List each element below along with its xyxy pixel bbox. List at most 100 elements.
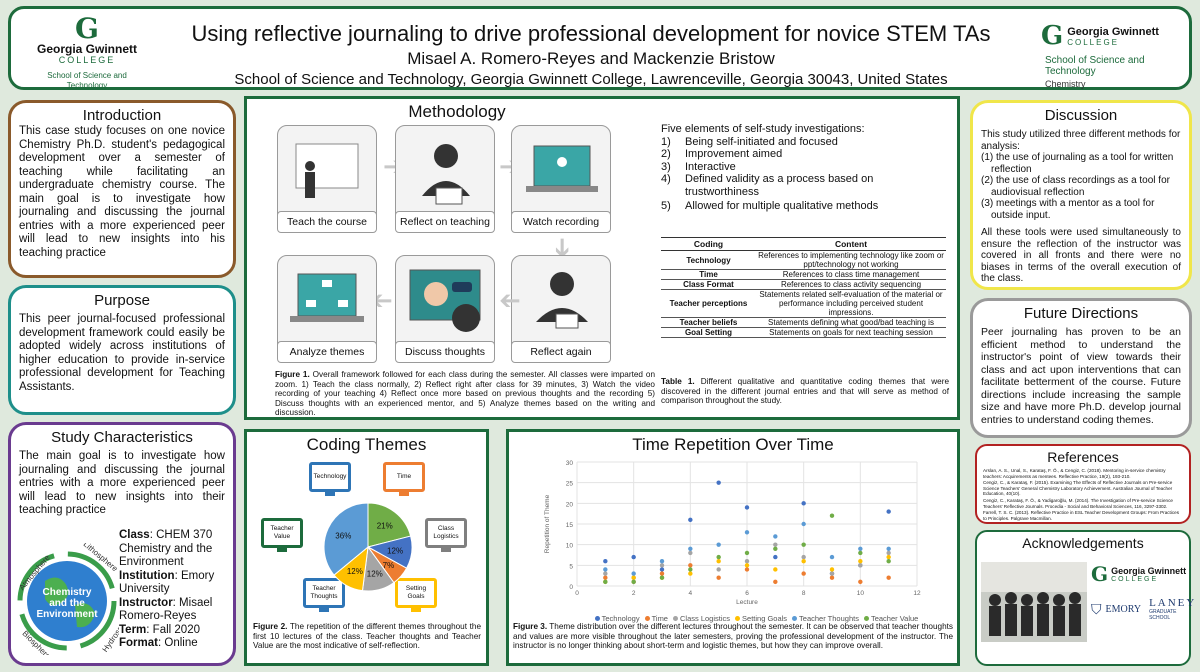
scatter-point [886,550,891,556]
scatter-point [829,554,835,560]
theme-setting-goals-icon: Setting Goals [395,578,437,612]
scatter-point [829,575,835,580]
pie-slice-label: 36% [335,531,351,540]
scatter-point [744,563,750,568]
laptop-network-icon [290,273,364,322]
y-tick-label: 10 [566,543,574,550]
scatter-point [801,521,806,527]
scatter-point [659,571,665,576]
pie-slice-label: 7% [383,561,395,570]
discussion-item: (1) the use of journaling as a tool for … [981,152,1174,175]
scatter-legend: Technology Time Class Logistics Setting Goa… [589,608,929,626]
watch-panel-illustration [511,125,611,225]
legend-label: Teacher Value [870,614,919,623]
scatter-point [744,567,750,572]
ack-ggc-college: COLLEGE [1111,575,1159,583]
scatter-point [688,546,693,551]
ack-emory: EMORY [1105,603,1142,615]
discuss-panel-illustration [395,255,495,355]
ack-ggc-name: Georgia Gwinnett [1111,565,1187,576]
ggc-g-icon: G [1041,21,1064,51]
table1-caption: Table 1. Different qualitative and quant… [661,377,949,406]
figure2-caption: Figure 2. The repetition of the differen… [253,622,482,651]
y-tick-label: 25 [566,481,574,488]
legend-entry: Teacher Value [863,614,919,623]
table-header-coding: Coding [661,237,756,251]
step-teach-label: Teach the course [277,211,377,233]
table-header-content: Content [756,237,946,251]
legend-label: Setting Goals [742,614,788,623]
globe-center-line2: and the [49,598,85,609]
scatter-point [716,559,721,564]
references-title: References [1047,449,1119,465]
step-discuss-label: Discuss thoughts [395,341,495,363]
study-field-term: Term: Fall 2020 [119,623,200,636]
study-characteristics-section: Study Characteristics The main goal is t… [8,422,236,666]
pie-slice-label: 12% [367,569,383,578]
scatter-point [858,550,863,556]
scatter-point [801,542,806,547]
scatter-point [659,559,665,564]
logo-left-name: Georgia Gwinnett [36,42,137,56]
five-elements-title: Five elements of self-study investigatio… [661,123,865,135]
scatter-point [829,513,835,518]
scatter-point [801,554,806,560]
pie-slice-label: 12% [387,546,403,555]
x-tick-label: 6 [745,590,749,597]
element-item: 3) Interactive [661,160,736,173]
discussion-intro: This study utilized three different meth… [981,129,1181,152]
legend-entry: Time [644,614,668,623]
table-row: Time References to class time management [661,269,946,280]
introduction-title: Introduction [82,107,162,124]
globe-center-line3: Environment [36,609,98,620]
discussion-title: Discussion [1044,107,1118,124]
scatter-point [688,567,693,572]
scatter-point [886,554,891,560]
ggc-logo-right: G Georgia Gwinnett COLLEGE School of Sci… [1041,21,1196,89]
scatter-point [716,554,721,560]
study-title: Study Characteristics [51,429,193,446]
study-field-institution: Institution: Emory University [119,569,215,596]
y-tick-label: 30 [566,460,574,467]
y-tick-label: 5 [569,563,573,570]
scatter-point [603,567,608,572]
y-tick-label: 20 [566,501,574,508]
theme-teacher-value-icon: Teacher Value [261,518,303,552]
scatter-point [716,542,721,547]
coding-themes-title: Coding Themes [306,435,427,454]
scatter-point [603,575,608,580]
scatter-point [801,571,806,576]
emory-shield-icon: ⛉ [1091,600,1102,617]
discussion-section: Discussion This study utilized three dif… [970,100,1192,290]
scatter-point [858,579,863,585]
table-row: Technology References to implementing tec… [661,250,946,270]
study-fields: Class: CHEM 370 Chemistry and the Enviro… [119,529,231,651]
x-tick-label: 8 [802,590,806,597]
reference-item: Farrell, T. S. C. (2013). Reflective Pra… [983,510,1179,521]
scatter-point [858,559,863,564]
step-reflect-again-label: Reflect again [511,341,611,363]
scatter-point [603,571,608,576]
ggc-logo-left: G Georgia Gwinnett COLLEGE School of Sci… [27,15,147,91]
study-field-instructor: Instructor: Misael Romero-Reyes [119,596,213,623]
scatter-point [773,542,778,547]
group-photo [981,562,1087,642]
y-axis-label: Repetition of Theme [544,494,551,553]
poster-title: Using reflective journaling to drive pro… [191,21,991,46]
step-watch-label: Watch recording [511,211,611,233]
scatter-point [886,509,891,514]
y-tick-label: 15 [566,522,574,529]
reflect-again-panel-illustration [511,255,611,355]
scatter-point [659,567,665,572]
ack-ggc-logo: G Georgia Gwinnett COLLEGE [1091,562,1191,586]
logo-right-name: Georgia Gwinnett [1067,25,1159,38]
scatter-point [744,550,750,556]
scatter-point [716,567,721,572]
analyze-panel-illustration [277,255,377,355]
scatter-point [801,501,806,506]
legend-marker [644,616,650,621]
figure3-caption: Figure 3. Theme distribution over the di… [513,622,953,651]
element-item: 4) Defined validity as a process based on… [661,173,874,198]
scatter-point [744,559,750,564]
poster-authors: Misael A. Romero-Reyes and Mackenzie Bri… [407,49,775,68]
